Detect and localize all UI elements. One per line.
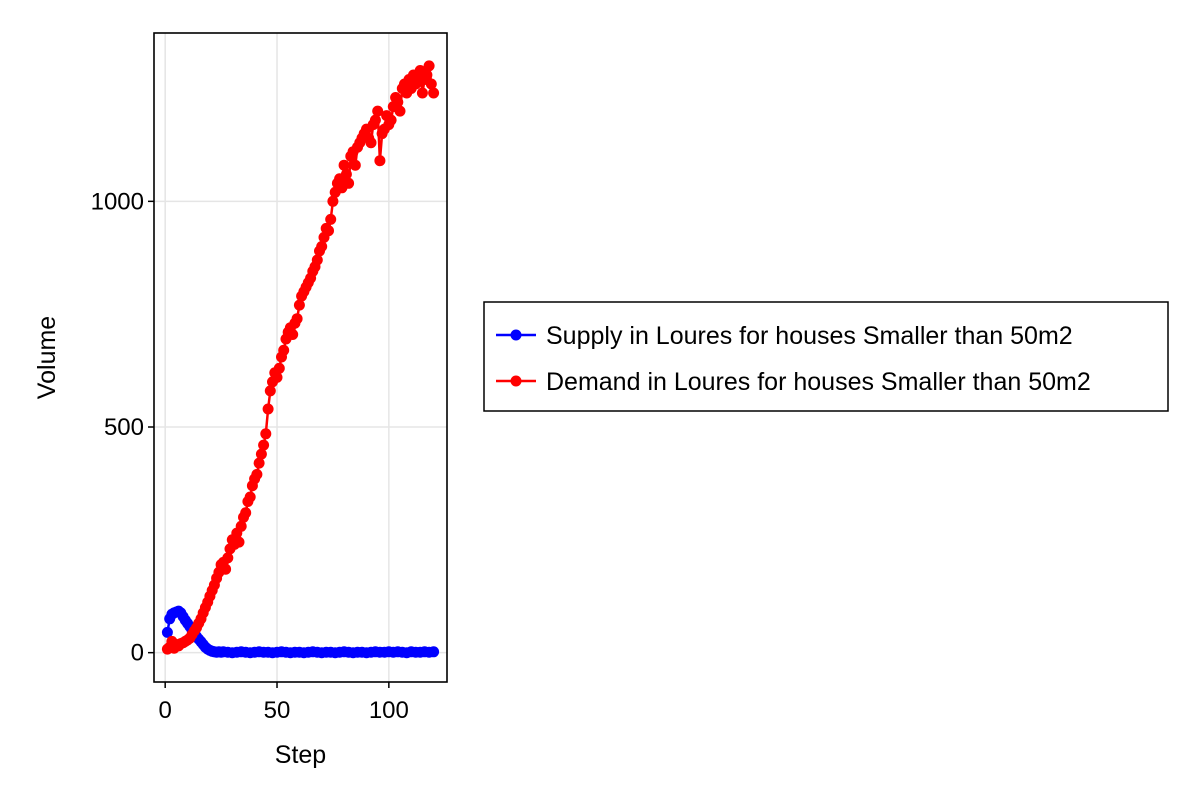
x-tick-label: 0 bbox=[159, 697, 172, 724]
plot-frame bbox=[153, 32, 448, 683]
data-point bbox=[253, 457, 265, 469]
data-point bbox=[233, 536, 245, 548]
data-point bbox=[394, 105, 406, 117]
y-tick-label: 0 bbox=[131, 640, 144, 667]
data-point bbox=[258, 439, 270, 451]
data-point bbox=[161, 626, 173, 638]
data-point bbox=[244, 491, 256, 503]
legend-marker bbox=[510, 375, 522, 387]
data-point bbox=[428, 646, 440, 658]
data-point bbox=[392, 96, 404, 108]
data-point bbox=[273, 362, 285, 374]
data-point bbox=[251, 468, 263, 480]
data-point bbox=[385, 114, 397, 126]
grid bbox=[154, 33, 447, 682]
data-point bbox=[291, 313, 303, 325]
legend: Supply in Loures for houses Smaller than… bbox=[483, 301, 1169, 412]
data-point bbox=[271, 371, 283, 383]
legend-label: Supply in Loures for houses Smaller than… bbox=[546, 322, 1073, 350]
plot-series bbox=[161, 60, 440, 659]
data-point bbox=[293, 299, 305, 311]
data-point bbox=[365, 137, 377, 149]
y-axis-title: Volume bbox=[33, 316, 61, 399]
data-point bbox=[325, 213, 337, 225]
data-point bbox=[327, 195, 339, 207]
data-point bbox=[340, 168, 352, 180]
legend-marker bbox=[510, 329, 522, 341]
data-point bbox=[428, 87, 440, 99]
legend-box bbox=[483, 301, 1169, 412]
legend-item: Supply in Loures for houses Smaller than… bbox=[496, 322, 1073, 350]
x-tick-label: 50 bbox=[264, 697, 291, 724]
data-point bbox=[369, 114, 381, 126]
data-point bbox=[222, 552, 234, 564]
data-point bbox=[260, 428, 272, 440]
data-point bbox=[416, 87, 428, 99]
data-point bbox=[235, 520, 247, 532]
legend-label: Demand in Loures for houses Smaller than… bbox=[546, 368, 1091, 396]
data-point bbox=[323, 225, 334, 237]
data-point bbox=[343, 177, 355, 189]
series-demand bbox=[161, 60, 440, 655]
data-point bbox=[287, 329, 299, 340]
data-point bbox=[425, 78, 437, 90]
y-tick-label: 500 bbox=[104, 414, 144, 441]
data-point bbox=[255, 448, 267, 460]
legend-item: Demand in Loures for houses Smaller than… bbox=[496, 368, 1091, 396]
data-point bbox=[240, 507, 252, 519]
data-point bbox=[311, 254, 323, 266]
series-line bbox=[166, 65, 435, 652]
data-point bbox=[349, 159, 361, 171]
data-point bbox=[338, 159, 350, 171]
data-point bbox=[423, 60, 435, 72]
data-point bbox=[374, 155, 386, 167]
x-axis-title: Step bbox=[275, 741, 326, 769]
y-tick-label: 1000 bbox=[91, 188, 144, 215]
data-point bbox=[264, 385, 276, 397]
data-point bbox=[421, 69, 433, 81]
data-point bbox=[316, 241, 328, 252]
x-tick-label: 100 bbox=[369, 697, 409, 724]
data-point bbox=[220, 563, 232, 575]
data-point bbox=[278, 344, 290, 356]
data-point bbox=[372, 105, 384, 117]
series-supply bbox=[161, 605, 440, 659]
data-point bbox=[262, 403, 274, 415]
